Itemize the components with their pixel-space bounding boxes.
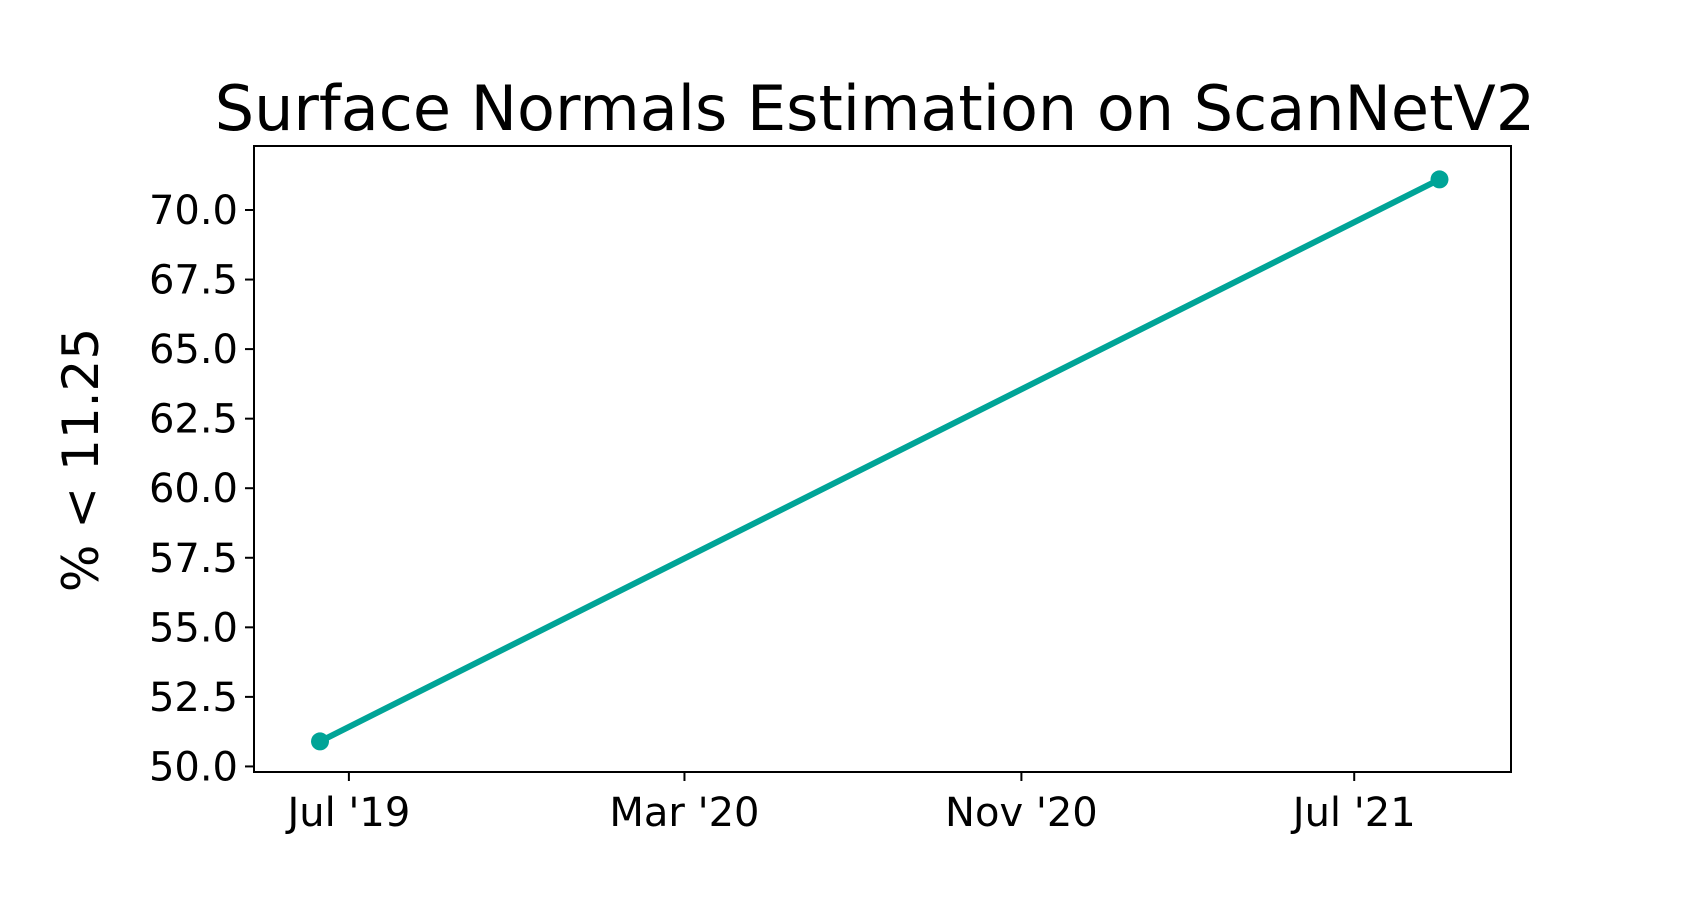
x-tick-label: Nov '20 <box>945 790 1098 836</box>
y-tick-label: 55.0 <box>149 605 238 651</box>
y-axis-label: % < 11.25 <box>52 328 110 592</box>
x-tick-label: Jul '19 <box>284 790 410 836</box>
y-tick-label: 65.0 <box>149 327 238 373</box>
chart-title: Surface Normals Estimation on ScanNetV2 <box>215 72 1535 145</box>
y-tick-label: 60.0 <box>149 466 238 512</box>
x-tick-label: Mar '20 <box>609 790 759 836</box>
y-tick-label: 67.5 <box>149 258 238 304</box>
axis-ticks: 50.0 52.5 55.0 57.5 60.0 62.5 65.0 67.5 70.0 Jul … <box>149 188 1416 836</box>
series-line <box>317 176 1443 745</box>
y-tick-label: 70.0 <box>149 188 238 234</box>
data-point <box>311 732 330 751</box>
x-tick-label: Jul '21 <box>1290 790 1416 836</box>
data-series <box>311 170 1449 751</box>
data-point <box>1430 170 1449 189</box>
y-tick-label: 62.5 <box>149 397 238 443</box>
plot-frame <box>253 145 1512 773</box>
y-tick-label: 52.5 <box>149 675 238 721</box>
y-tick-label: 57.5 <box>149 536 238 582</box>
y-tick-label: 50.0 <box>149 744 238 790</box>
